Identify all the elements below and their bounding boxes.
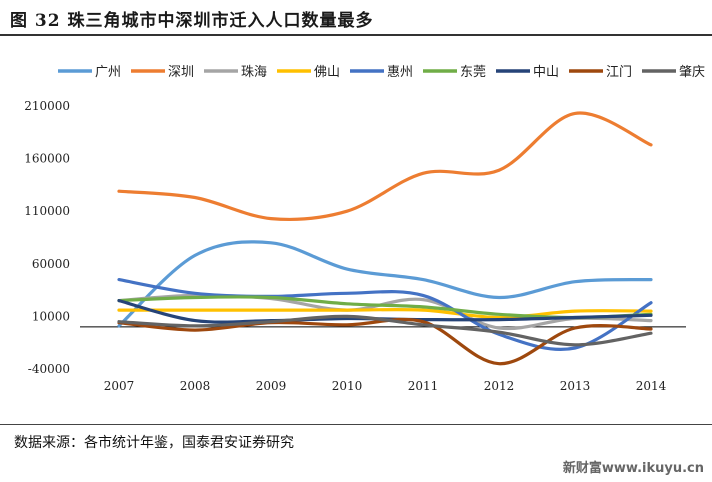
legend-label: 中山 xyxy=(533,65,559,80)
legend-label: 佛山 xyxy=(314,65,340,80)
x-tick-label: 2014 xyxy=(636,379,667,393)
x-tick-label: 2012 xyxy=(484,379,515,393)
legend-label: 东莞 xyxy=(460,65,486,80)
y-tick-label: -40000 xyxy=(28,362,70,376)
x-tick-label: 2008 xyxy=(180,379,211,393)
series-line-肇庆 xyxy=(117,314,653,347)
y-tick-label: 60000 xyxy=(32,257,70,271)
watermark: 新财富www.ikuyu.cn xyxy=(562,461,704,476)
series-line-佛山 xyxy=(117,307,653,320)
series-line-东莞 xyxy=(117,295,653,320)
x-tick-label: 2013 xyxy=(560,379,591,393)
source-note: 数据来源：各市统计年鉴，国泰君安证券研究 xyxy=(14,435,294,451)
y-tick-label: 210000 xyxy=(24,99,70,113)
figure-title-bar: 图 32 珠三角城市中深圳市迁入人口数量最多 xyxy=(0,0,712,36)
y-axis-labels: -40000 10000 60000 110000 160000 210000 xyxy=(24,99,70,376)
legend-label: 江门 xyxy=(606,65,632,80)
y-tick-label: 160000 xyxy=(24,152,70,166)
legend-label: 肇庆 xyxy=(679,65,705,80)
line-chart: 广州 深圳 珠海 佛山 惠州 东莞 中山 江门 肇庆 -40000 10000 60000 11000… xyxy=(24,65,705,393)
series-line-广州 xyxy=(117,240,653,328)
series-line-惠州 xyxy=(117,277,653,351)
legend-label: 深圳 xyxy=(168,65,194,80)
legend-label: 惠州 xyxy=(387,65,413,80)
legend-label: 珠海 xyxy=(241,65,267,80)
y-tick-label: 10000 xyxy=(32,309,70,323)
source-divider xyxy=(0,424,712,425)
series-lines xyxy=(117,111,653,366)
legend-label: 广州 xyxy=(95,65,121,80)
x-tick-label: 2010 xyxy=(332,379,363,393)
x-tick-label: 2009 xyxy=(256,379,287,393)
x-tick-label: 2011 xyxy=(408,379,439,393)
x-axis-labels: 2007 2008 2009 2010 2011 2012 2013 2014 xyxy=(104,379,667,393)
title-divider xyxy=(0,34,712,36)
legend: 广州 深圳 珠海 佛山 惠州 东莞 中山 江门 肇庆 xyxy=(58,65,705,80)
y-tick-label: 110000 xyxy=(24,204,70,218)
figure-title: 图 32 珠三角城市中深圳市迁入人口数量最多 xyxy=(10,11,374,31)
series-line-深圳 xyxy=(117,111,653,222)
x-tick-label: 2007 xyxy=(104,379,135,393)
